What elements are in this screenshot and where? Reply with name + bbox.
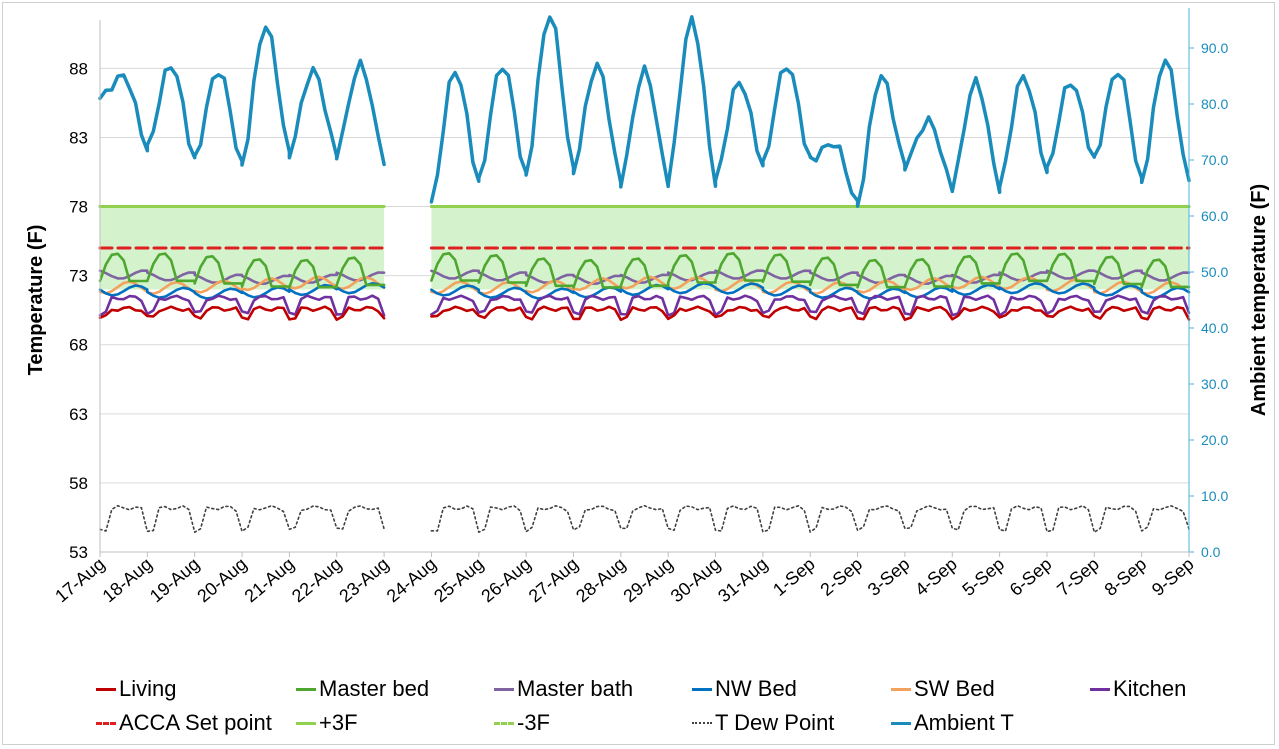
y2-tick-label: 40.0 (1201, 320, 1228, 336)
legend-label-kitchen: Kitchen (1113, 676, 1187, 701)
y2-axis-label: Ambient temperature (F) (1248, 184, 1270, 416)
x-tick-label: 30-Aug (667, 554, 724, 607)
y2-tick-label: 30.0 (1201, 376, 1228, 392)
y-tick-label: 83 (69, 128, 88, 147)
y-tick-label: 58 (69, 474, 88, 493)
legend-label-t-dew-point: T Dew Point (715, 710, 835, 735)
legend-label-master-bath: Master bath (517, 676, 634, 701)
legend-swatch-nw-bed (692, 687, 712, 691)
y-tick-label: 78 (69, 198, 88, 217)
legend-label-master-bed: Master bed (319, 676, 430, 701)
y-tick-label: 63 (69, 405, 88, 424)
x-tick-label: 3-Sep (864, 554, 914, 600)
legend-swatch-t-dew-point (692, 722, 712, 724)
x-tick-label: 5-Sep (959, 554, 1009, 600)
x-tick-label: 7-Sep (1053, 554, 1103, 600)
legend-item-minus-3f: -3F (494, 710, 550, 736)
y-tick-label: 88 (69, 59, 88, 78)
x-tick-label: 23-Aug (335, 554, 392, 607)
x-tick-label: 28-Aug (572, 554, 629, 607)
legend-item-master-bed: Master bed (296, 676, 429, 702)
legend-item-ambient-t: Ambient T (891, 710, 1014, 736)
legend-item-plus-3f: +3F (296, 710, 358, 736)
x-tick-label: 24-Aug (383, 554, 440, 607)
x-tick-label: 22-Aug (288, 554, 345, 607)
x-tick-label: 8-Sep (1101, 554, 1151, 600)
x-tick-label: 20-Aug (193, 554, 250, 607)
x-tick-label: 27-Aug (525, 554, 582, 607)
x-tick-label: 29-Aug (619, 554, 676, 607)
legend-label-ambient-t: Ambient T (914, 710, 1014, 735)
y2-tick-label: 0.0 (1201, 544, 1221, 560)
legend-label-minus-3f: -3F (517, 710, 550, 735)
x-tick-label: 1-Sep (769, 554, 819, 600)
legend-label-sw-bed: SW Bed (914, 676, 995, 701)
series-line-master-bed (98, 252, 1191, 289)
x-tick-label: 9-Sep (1148, 554, 1198, 600)
y-axis-label: Temperature (F) (25, 225, 47, 376)
x-tick-label: 26-Aug (477, 554, 534, 607)
legend-swatch-plus-3f (296, 721, 316, 725)
legend-swatch-sw-bed (891, 687, 911, 691)
legend-label-plus-3f: +3F (319, 710, 358, 735)
legend-item-nw-bed: NW Bed (692, 676, 797, 702)
legend-item-living: Living (96, 676, 176, 702)
y2-tick-label: 20.0 (1201, 432, 1228, 448)
legend-label-acca-set-point: ACCA Set point (119, 710, 272, 735)
y-tick-label: 73 (69, 267, 88, 286)
x-tick-label: 18-Aug (99, 554, 156, 607)
series-group (98, 15, 1191, 533)
x-tick-label: 2-Sep (816, 554, 866, 600)
series-line-nw-bed (98, 282, 1191, 300)
series-line-t-dew-point (99, 504, 1190, 533)
series-line-living (98, 305, 1191, 322)
legend-item-t-dew-point: T Dew Point (692, 710, 834, 736)
legend-swatch-minus-3f (494, 721, 514, 725)
legend-swatch-master-bed (296, 687, 316, 691)
x-tick-label: 6-Sep (1006, 554, 1056, 600)
x-tick-label: 21-Aug (241, 554, 298, 607)
x-tick-label: 25-Aug (430, 554, 487, 607)
series-line-master-bath (98, 269, 1191, 285)
y2-tick-label: 50.0 (1201, 264, 1228, 280)
legend-item-sw-bed: SW Bed (891, 676, 995, 702)
series-line-ambient-t (98, 15, 1191, 208)
x-tick-label: 31-Aug (714, 554, 771, 607)
legend-label-nw-bed: NW Bed (715, 676, 797, 701)
legend-label-living: Living (119, 676, 177, 701)
y2-tick-label: 80.0 (1201, 96, 1228, 112)
legend: Living Master bed Master bath NW Bed SW … (0, 668, 1279, 748)
legend-swatch-master-bath (494, 687, 514, 691)
x-tick-label: 19-Aug (146, 554, 203, 607)
legend-swatch-kitchen (1090, 687, 1110, 691)
legend-item-master-bath: Master bath (494, 676, 633, 702)
y2-tick-label: 90.0 (1201, 40, 1228, 56)
series-line-kitchen (98, 294, 1191, 317)
y2-tick-label: 60.0 (1201, 208, 1228, 224)
y2-tick-label: 10.0 (1201, 488, 1228, 504)
y2-tick-label: 70.0 (1201, 152, 1228, 168)
y-tick-label: 68 (69, 336, 88, 355)
legend-swatch-ambient-t (891, 721, 911, 725)
legend-swatch-living (96, 687, 116, 691)
x-tick-label: 4-Sep (911, 554, 961, 600)
legend-item-kitchen: Kitchen (1090, 676, 1186, 702)
y-tick-label: 53 (69, 543, 88, 562)
legend-item-acca-set-point: ACCA Set point (96, 710, 272, 736)
legend-swatch-acca-set-point (96, 721, 116, 725)
